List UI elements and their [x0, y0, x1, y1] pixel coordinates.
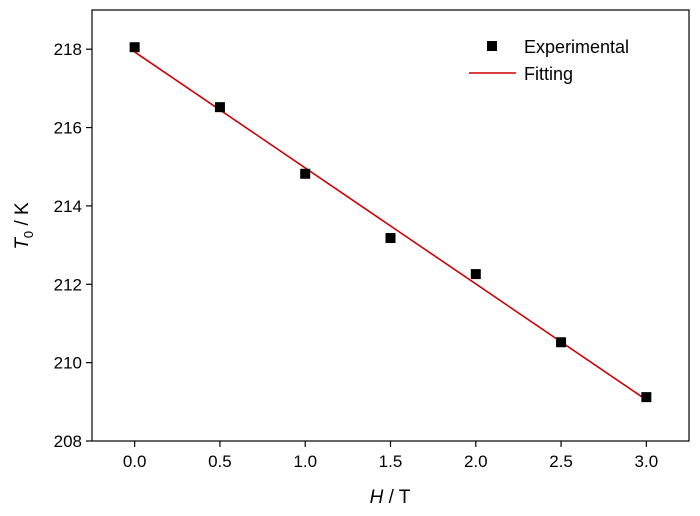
- y-tick-label: 212: [54, 275, 82, 294]
- x-tick-label: 0.0: [123, 452, 147, 471]
- x-tick-label: 2.5: [549, 452, 573, 471]
- y-axis-symbol: T: [12, 237, 33, 250]
- fitting-line: [134, 51, 647, 401]
- experimental-point: [641, 392, 652, 403]
- x-tick-label: 1.0: [293, 452, 317, 471]
- x-axis-ticks: 0.0 0.5 1.0 1.5 2.0 2.5 3.0: [123, 441, 658, 471]
- experimental-point: [470, 269, 481, 280]
- x-tick-label: 1.5: [379, 452, 403, 471]
- legend: Experimental Fitting: [469, 37, 629, 84]
- experimental-point: [556, 337, 567, 348]
- x-tick-label: 2.0: [464, 452, 488, 471]
- y-tick-label: 210: [54, 354, 82, 373]
- y-tick-label: 208: [54, 432, 82, 451]
- y-tick-label: 218: [54, 40, 82, 59]
- y-tick-label: 214: [54, 197, 82, 216]
- experimental-point: [300, 168, 311, 179]
- legend-label-experimental: Experimental: [524, 37, 629, 57]
- x-tick-label: 3.0: [635, 452, 659, 471]
- experimental-point: [129, 42, 140, 53]
- y-axis-ticks: 208 210 212 214 216 218: [54, 40, 92, 451]
- x-axis-title: H / T: [370, 487, 411, 508]
- y-axis-subscript: 0: [21, 231, 36, 238]
- fitting-layer: [134, 51, 647, 401]
- x-axis-symbol: H: [370, 487, 384, 508]
- y-tick-label: 216: [54, 119, 82, 138]
- legend-label-fitting: Fitting: [524, 64, 573, 84]
- x-tick-label: 0.5: [208, 452, 232, 471]
- y-axis-unit: / K: [12, 202, 33, 231]
- experimental-point: [214, 102, 225, 113]
- experimental-point: [385, 233, 396, 244]
- y-axis-title: T0 / K: [12, 202, 36, 250]
- x-axis-unit: / T: [383, 487, 410, 508]
- legend-marker-experimental: [487, 41, 497, 51]
- experimental-points-layer: [129, 42, 652, 403]
